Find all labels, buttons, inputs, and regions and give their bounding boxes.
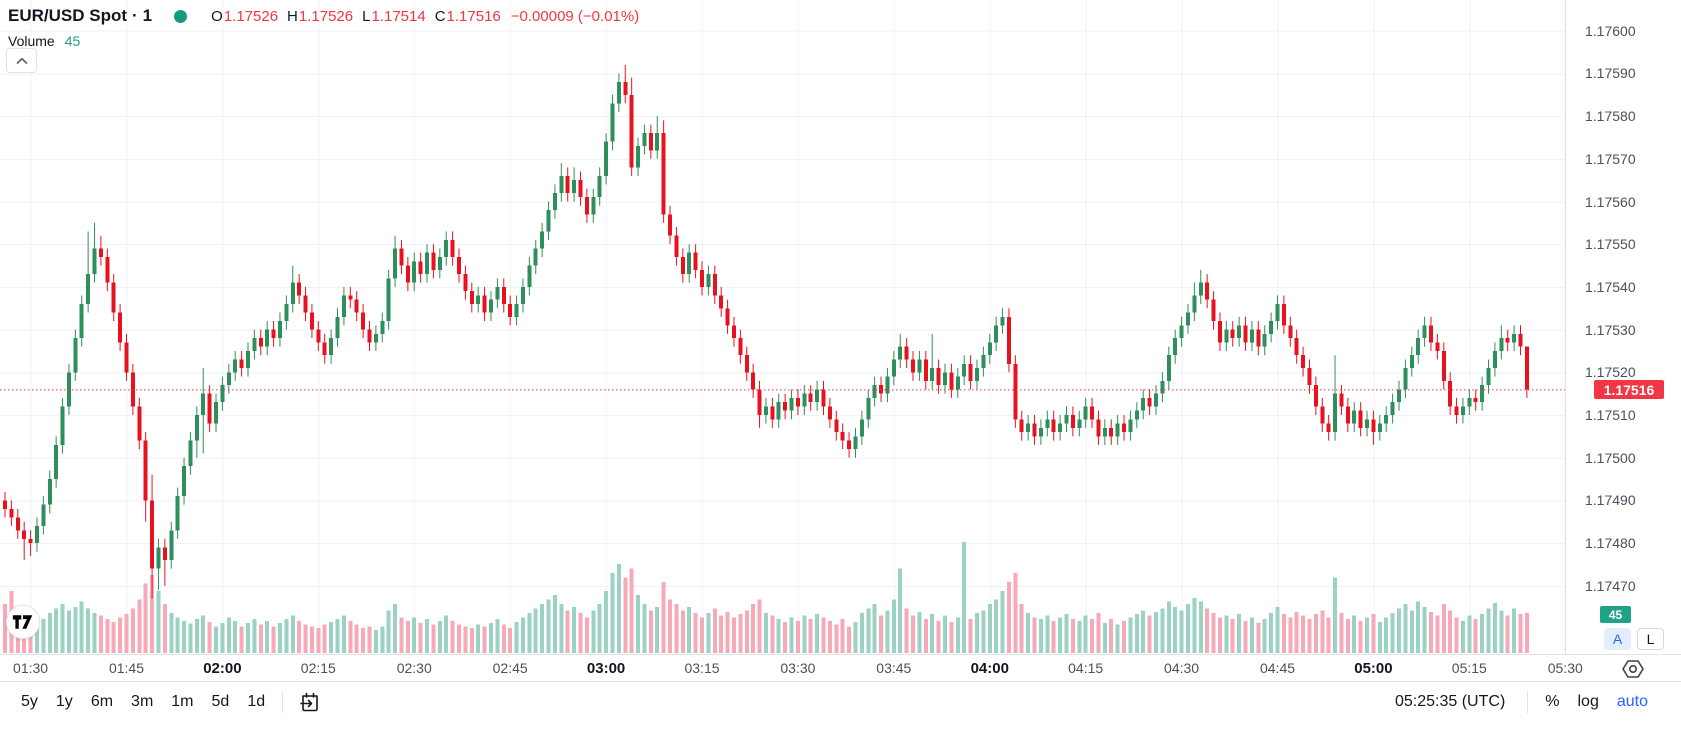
close-value: 1.17516 [446,7,501,25]
auto-scale-button[interactable]: A [1604,628,1631,650]
price-tick-label: 1.17550 [1585,236,1636,253]
time-tick-label: 03:30 [780,660,816,676]
price-tick-label: 1.17540 [1585,278,1636,295]
symbol-separator: · [132,6,138,25]
go-to-date-button[interactable] [297,689,323,715]
toolbar-right-group: 05:25:35 (UTC) % log auto [1395,682,1681,722]
chevron-up-icon [16,57,27,64]
time-tick-label: 03:00 [586,660,626,677]
price-tick-label: 1.17500 [1585,449,1636,466]
price-tick-label: 1.17470 [1585,577,1636,594]
close-label: C [434,7,446,25]
range-button-1m[interactable]: 1m [171,693,194,710]
ohlc-readout: O 1.17526 H 1.17526 L 1.17514 C 1.17516 … [211,8,639,25]
price-tick-label: 1.17480 [1585,535,1636,552]
volume-indicator-label[interactable]: Volume [8,33,55,49]
time-tick-label: 05:15 [1451,660,1487,676]
time-tick-label: 02:15 [300,660,336,676]
date-range-group: 5y 1y 6m 3m 1m 5d 1d [0,682,323,722]
clock-utc[interactable]: 05:25:35 (UTC) [1395,693,1506,710]
price-tick-label: 1.17490 [1585,492,1636,509]
time-tick-label: 05:00 [1354,660,1393,677]
toolbar-divider [1527,691,1529,713]
time-tick-label: 01:45 [108,660,145,676]
last-price-tag: 1.17516 [1594,380,1664,400]
chart-legend: EUR/USD Spot · 1 O 1.17526 H 1.17526 L 1… [6,5,639,73]
price-tick-label: 1.17520 [1585,364,1636,381]
time-tick-label: 04:00 [970,660,1009,677]
price-tick-label: 1.17600 [1585,22,1636,39]
high-value: 1.17526 [298,7,354,25]
log-scale-button[interactable]: log [1577,693,1599,710]
bottom-toolbar: 5y 1y 6m 3m 1m 5d 1d 05:25:35 (UTC) % log auto [0,681,1681,735]
time-tick-label: 04:30 [1164,660,1200,676]
symbol-name[interactable]: EUR/USD Spot [8,6,127,25]
time-tick-label: 01:30 [13,660,49,676]
price-tick-label: 1.17590 [1585,65,1636,82]
low-label: L [362,7,371,25]
time-tick-label: 04:45 [1259,660,1296,676]
open-label: O [211,7,223,25]
price-chart-canvas[interactable] [0,0,1565,653]
range-button-1y[interactable]: 1y [55,693,73,710]
time-tick-label: 03:45 [876,660,912,676]
tradingview-logo[interactable] [6,605,40,639]
open-value: 1.17526 [223,7,279,25]
volume-indicator-value: 45 [64,33,81,49]
time-tick-label: 03:15 [684,660,720,676]
range-button-6m[interactable]: 6m [90,693,114,710]
low-value: 1.17514 [371,7,426,25]
change-value: −0.00009 (−0.01%) [510,7,640,25]
price-tick-label: 1.17560 [1585,193,1636,210]
timezone-settings-icon[interactable] [1620,657,1648,679]
price-tick-label: 1.17580 [1585,108,1636,125]
range-button-1d[interactable]: 1d [247,693,266,710]
price-tick-label: 1.17510 [1585,407,1636,423]
time-tick-label: 05:30 [1547,660,1583,676]
time-axis[interactable]: 01:30 01:45 02:00 02:15 02:30 02:45 03:00 03:15… [0,654,1681,681]
time-tick-label: 02:00 [203,660,242,677]
time-tick-label: 04:15 [1068,660,1104,676]
price-axis[interactable]: 1.17600 1.17590 1.17580 1.17570 1.17560 1.175… [1565,0,1681,654]
price-tick-label: 1.17530 [1585,321,1636,338]
percent-scale-button[interactable]: % [1545,693,1560,710]
toolbar-divider [282,691,284,713]
market-status-dot-icon [174,9,188,23]
volume-value-badge: 45 [1600,606,1631,623]
tradingview-logo-icon [12,615,33,629]
high-label: H [287,7,298,25]
calendar-arrow-icon [300,692,318,712]
collapse-legend-button[interactable] [6,48,37,73]
interval-label[interactable]: 1 [142,6,153,25]
auto-scale-toggle[interactable]: auto [1616,693,1648,710]
time-tick-label: 02:30 [396,660,432,676]
chart-pane[interactable] [0,0,1565,653]
time-tick-label: 02:45 [492,660,528,676]
range-button-3m[interactable]: 3m [131,693,154,710]
range-button-5y[interactable]: 5y [21,693,38,710]
lock-scale-button[interactable]: L [1637,628,1664,650]
price-tick-label: 1.17570 [1585,150,1636,167]
range-button-5d[interactable]: 5d [211,693,230,710]
